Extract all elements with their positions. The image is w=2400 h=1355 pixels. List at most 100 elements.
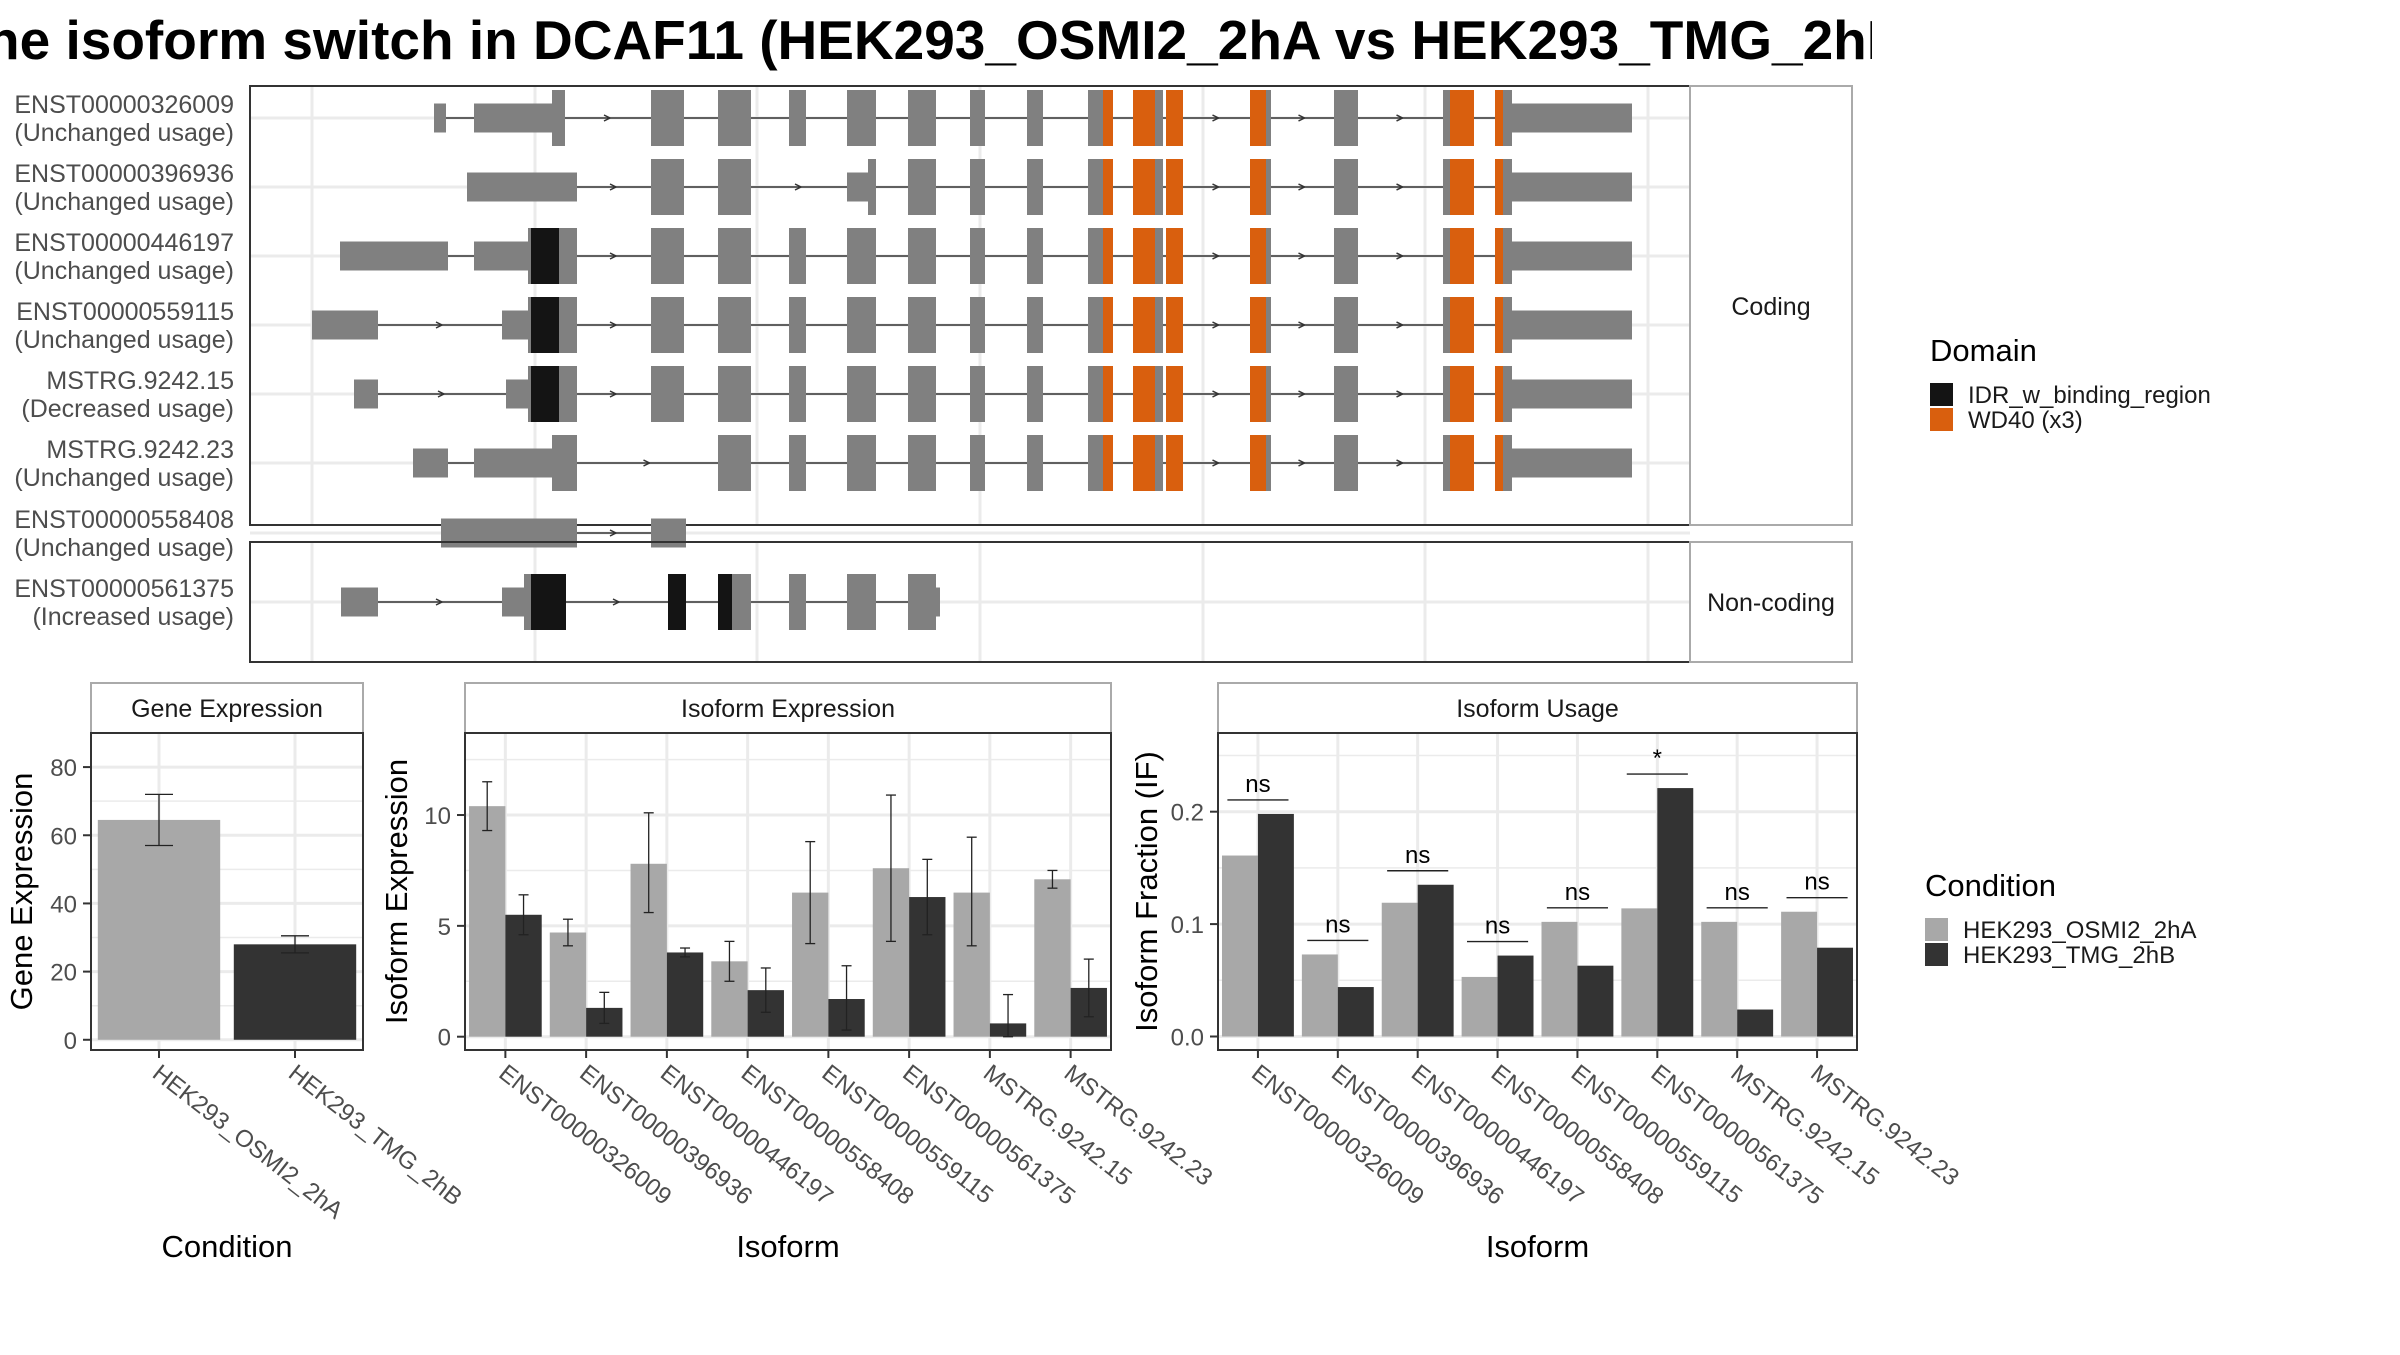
coding-exon [1266, 366, 1271, 422]
facet-strip-coding [1689, 85, 1853, 526]
coding-exon [552, 435, 577, 491]
wd40-domain [1250, 228, 1266, 284]
wd40-domain [1495, 159, 1503, 215]
strip-label: Isoform Usage [1456, 695, 1619, 723]
strand-arrow [609, 183, 618, 191]
utr-exon [467, 172, 577, 202]
coding-exon [651, 366, 684, 422]
bar-cond-b [666, 952, 704, 1037]
idr-domain [531, 228, 559, 284]
coding-exon [1088, 297, 1103, 353]
wd40-domain [1166, 90, 1183, 146]
strand-arrow [1396, 183, 1405, 191]
coding-exon [1334, 366, 1358, 422]
wd40-domain [1250, 297, 1266, 353]
wd40-domain [1250, 90, 1266, 146]
utr-exon [915, 587, 940, 617]
coding-exon [908, 435, 936, 491]
wd40-domain [1103, 435, 1113, 491]
legend-label: IDR_w_binding_region [1968, 382, 2211, 409]
bar-cond-a [1541, 921, 1578, 1037]
coding-exon [1088, 228, 1103, 284]
transcript-id-label: ENST00000559115 [16, 298, 234, 326]
strand-arrow [1212, 459, 1221, 467]
strand-arrow [1298, 183, 1307, 191]
utr-exon [341, 587, 378, 617]
y-tick-label: 0.1 [1171, 912, 1204, 939]
strand-arrow [609, 529, 618, 537]
coding-exon [970, 366, 985, 422]
facet-label-coding: Coding [1731, 293, 1810, 321]
coding-exon [1443, 435, 1450, 491]
bar-cond-b [1817, 947, 1854, 1037]
utr-exon [1512, 379, 1632, 409]
x-axis-title: Condition [162, 1229, 293, 1264]
coding-exon [789, 366, 806, 422]
bar-cond-a [1034, 879, 1071, 1037]
bar-cond-b [1737, 1009, 1774, 1037]
coding-exon [718, 297, 751, 353]
coding-exon [970, 435, 985, 491]
coding-exon [847, 366, 876, 422]
utr-exon [413, 448, 448, 478]
y-tick-label: 0 [64, 1028, 77, 1055]
coding-exon [1334, 435, 1358, 491]
transcript-usage-label: (Increased usage) [32, 603, 234, 631]
coding-exon [528, 228, 531, 284]
coding-exon [1155, 90, 1163, 146]
coding-exon [970, 159, 985, 215]
plot-panel-border [1217, 732, 1858, 1051]
y-tick-label: 20 [50, 960, 77, 987]
y-tick-label: 80 [50, 755, 77, 782]
strand-arrow [1396, 459, 1405, 467]
wd40-domain [1450, 366, 1474, 422]
strand-arrow [1212, 252, 1221, 260]
strand-arrow [435, 598, 444, 606]
wd40-domain [1103, 159, 1113, 215]
bar-cond-a [1621, 908, 1658, 1037]
wd40-domain [1103, 366, 1113, 422]
idr-domain [531, 297, 559, 353]
coding-exon [1027, 159, 1043, 215]
idr-domain [531, 366, 559, 422]
strand-arrow [643, 459, 652, 467]
utr-exon [434, 103, 446, 133]
coding-exon [908, 366, 936, 422]
coding-exon [528, 366, 531, 422]
transcript-id-label: ENST00000446197 [14, 229, 234, 257]
x-tick-label: MSTRG.9242.23 [1805, 1059, 1964, 1191]
wd40-domain [1450, 297, 1474, 353]
coding-exon [1155, 297, 1163, 353]
coding-exon [1088, 90, 1103, 146]
bar-cond-b [1497, 955, 1534, 1037]
bar-cond-b [1577, 965, 1614, 1037]
coding-exon [1027, 366, 1043, 422]
wd40-domain [1495, 366, 1503, 422]
strand-arrow [609, 390, 618, 398]
wd40-domain [1103, 228, 1113, 284]
significance-label: ns [1565, 879, 1590, 906]
coding-exon [559, 228, 577, 284]
wd40-domain [1450, 159, 1474, 215]
coding-exon [1443, 366, 1450, 422]
utr-exon [651, 518, 686, 548]
transcript-id-label: ENST00000396936 [14, 160, 234, 188]
wd40-domain [1166, 159, 1183, 215]
wd40-domain [1103, 90, 1113, 146]
coding-exon [1266, 228, 1271, 284]
coding-exon [718, 366, 751, 422]
strand-arrow [603, 114, 612, 122]
x-axis-title: Isoform [1486, 1229, 1589, 1264]
utr-exon [1512, 448, 1632, 478]
coding-exon [1027, 228, 1043, 284]
wd40-domain [1166, 366, 1183, 422]
coding-exon [847, 435, 876, 491]
coding-exon [1443, 297, 1450, 353]
bar-cond-a [1301, 954, 1338, 1037]
y-tick-label: 5 [438, 914, 451, 941]
coding-exon [651, 90, 684, 146]
utr-exon [502, 587, 524, 617]
utr-exon [1512, 241, 1632, 271]
utr-exon [1512, 103, 1632, 133]
significance-label: ns [1245, 771, 1270, 798]
